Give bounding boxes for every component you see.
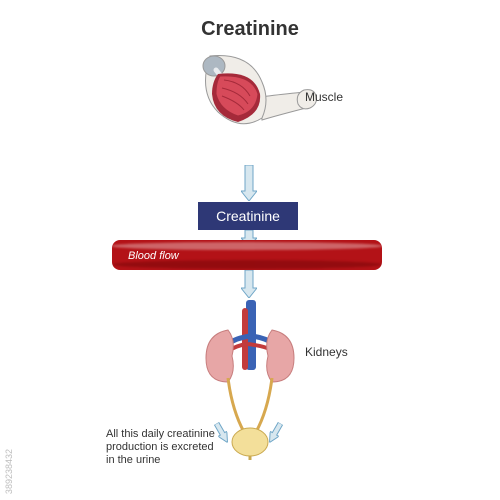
blood-shine xyxy=(112,242,382,250)
blood-flow-label: Blood flow xyxy=(128,250,179,262)
muscle-icon xyxy=(190,52,320,162)
muscle-illustration xyxy=(190,52,320,162)
creatinine-box-label: Creatinine xyxy=(216,208,280,224)
muscle-label: Muscle xyxy=(305,90,343,104)
creatinine-box: Creatinine xyxy=(198,202,298,230)
page-title: Creatinine xyxy=(201,18,299,41)
caption-line-1: All this daily creatinine xyxy=(106,428,215,441)
caption-line-2: production is excreted xyxy=(106,441,215,454)
arrow-muscle-to-creatinine xyxy=(241,165,257,201)
kidneys-label: Kidneys xyxy=(305,345,348,359)
caption-line-3: in the urine xyxy=(106,454,215,467)
watermark: 389238432 xyxy=(4,449,14,494)
excretion-caption: All this daily creatinine production is … xyxy=(106,428,215,468)
arrow-blood-to-kidneys xyxy=(241,270,257,298)
